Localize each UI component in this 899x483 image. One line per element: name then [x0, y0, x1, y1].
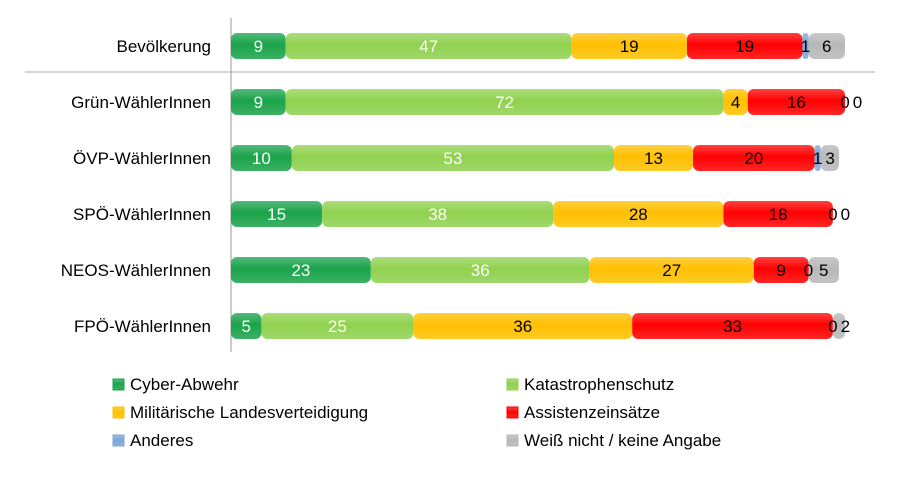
- bar-segment: [285, 33, 572, 59]
- data-label: 5: [819, 261, 828, 280]
- legend-label: Weiß nicht / keine Angabe: [524, 431, 721, 450]
- data-label: 47: [419, 37, 438, 56]
- data-label: 0: [841, 205, 850, 224]
- data-label: 5: [241, 317, 250, 336]
- bar-segment: [285, 89, 724, 115]
- data-label: 3: [825, 149, 834, 168]
- bar-segment: [291, 145, 614, 171]
- legend-marker: [506, 434, 519, 447]
- data-label: 9: [254, 93, 263, 112]
- category-label: SPÖ-WählerInnen: [73, 205, 211, 224]
- legend-marker: [112, 378, 125, 391]
- data-label: 13: [644, 149, 663, 168]
- bar-segment: [553, 201, 724, 227]
- category-label: Bevölkerung: [116, 37, 211, 56]
- bar-segment: [231, 201, 323, 227]
- legend-marker: [506, 378, 519, 391]
- data-label: 15: [267, 205, 286, 224]
- legend-marker: [506, 406, 519, 419]
- bar-segment: [589, 257, 754, 283]
- data-label: 1: [801, 37, 810, 56]
- category-label: NEOS-WählerInnen: [61, 261, 211, 280]
- category-label: ÖVP-WählerInnen: [73, 149, 211, 168]
- legend-label: Militärische Landesverteidigung: [130, 403, 368, 422]
- bar-segment: [261, 313, 414, 339]
- bar-segment: [571, 33, 687, 59]
- bar-segment: [613, 145, 694, 171]
- legend-marker: [112, 434, 125, 447]
- legend-label: Cyber-Abwehr: [130, 375, 239, 394]
- data-label: 0: [828, 317, 837, 336]
- data-label: 20: [744, 149, 763, 168]
- category-label: Grün-WählerInnen: [71, 93, 211, 112]
- bar-segment: [808, 257, 839, 283]
- bar-segment: [686, 33, 803, 59]
- data-label: 1: [813, 149, 822, 168]
- data-label: 23: [291, 261, 310, 280]
- bar-segment: [231, 145, 292, 171]
- bar-segment: [231, 313, 262, 339]
- data-label: 0: [840, 93, 849, 112]
- data-label: 0: [828, 205, 837, 224]
- legend-marker: [112, 406, 125, 419]
- bar-segment: [632, 313, 833, 339]
- bar-segment: [808, 33, 845, 59]
- bar-segment: [322, 201, 554, 227]
- data-label: 53: [443, 149, 462, 168]
- data-label: 10: [252, 149, 271, 168]
- data-label: 38: [428, 205, 447, 224]
- data-label: 0: [853, 93, 862, 112]
- bar-segment: [753, 257, 809, 283]
- data-label: 25: [328, 317, 347, 336]
- data-label: 19: [620, 37, 639, 56]
- data-label: 36: [471, 261, 490, 280]
- data-label: 4: [731, 93, 740, 112]
- bar-segment: [723, 89, 748, 115]
- bar-segment: [814, 145, 821, 171]
- bar-segment: [231, 257, 371, 283]
- data-label: 0: [804, 261, 813, 280]
- data-labels: 9 47 19 19 1 69 72 4 16 0 010 53 13 20 1 315 38 28 18 0 023 3…: [241, 37, 862, 336]
- data-label: 27: [662, 261, 681, 280]
- data-label: 9: [776, 261, 785, 280]
- data-label: 36: [513, 317, 532, 336]
- data-label: 18: [769, 205, 788, 224]
- data-label: 19: [735, 37, 754, 56]
- legend-label: Katastrophenschutz: [524, 375, 674, 394]
- bar-segment: [231, 33, 286, 59]
- bar-segment: [832, 313, 845, 339]
- bar-segment: [747, 89, 845, 115]
- bar-segment: [693, 145, 815, 171]
- bar-segment: [723, 201, 833, 227]
- bar-segment: [413, 313, 633, 339]
- legend-label: Anderes: [130, 431, 193, 450]
- data-label: 2: [841, 317, 850, 336]
- bar-segment: [820, 145, 839, 171]
- category-label: FPÖ-WählerInnen: [74, 317, 211, 336]
- bar-segment: [802, 33, 809, 59]
- data-label: 6: [822, 37, 831, 56]
- data-label: 9: [254, 37, 263, 56]
- data-label: 16: [787, 93, 806, 112]
- bar-segment: [231, 89, 286, 115]
- data-label: 33: [723, 317, 742, 336]
- bar-segment: [370, 257, 590, 283]
- data-label: 28: [629, 205, 648, 224]
- legend-label: Assistenzeinsätze: [524, 403, 660, 422]
- data-label: 72: [495, 93, 514, 112]
